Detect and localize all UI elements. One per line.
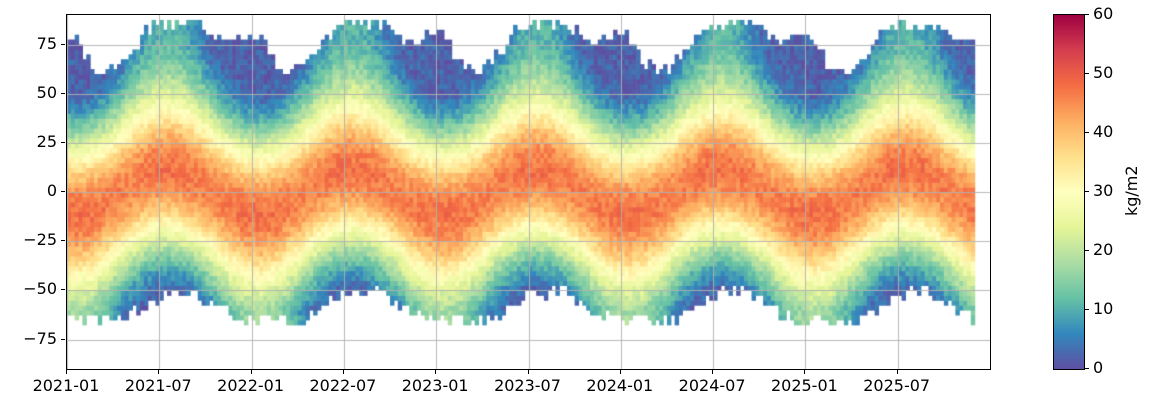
y-tick-label: −50 bbox=[23, 279, 57, 299]
x-tick-mark bbox=[158, 370, 160, 374]
y-tick-label: 75 bbox=[36, 33, 57, 53]
colorbar-tick-label: 40 bbox=[1093, 122, 1114, 141]
x-tick-mark bbox=[804, 370, 806, 374]
x-tick-label: 2021-07 bbox=[124, 376, 192, 395]
heatmap-canvas bbox=[67, 15, 990, 369]
x-tick-label: 2025-07 bbox=[863, 376, 931, 395]
colorbar-tick-mark bbox=[1085, 132, 1089, 133]
x-tick-mark bbox=[527, 370, 529, 374]
colorbar-tick-label: 10 bbox=[1093, 299, 1114, 318]
x-tick-mark bbox=[712, 370, 714, 374]
x-tick-mark bbox=[250, 370, 252, 374]
x-tick-mark bbox=[342, 370, 344, 374]
x-tick-mark bbox=[435, 370, 437, 374]
x-tick-label: 2022-01 bbox=[217, 376, 285, 395]
y-tick-label: 25 bbox=[36, 131, 57, 151]
colorbar-tick-label: 0 bbox=[1093, 358, 1104, 377]
colorbar-tick-mark bbox=[1085, 250, 1089, 251]
x-tick-mark bbox=[896, 370, 898, 374]
x-tick-mark bbox=[66, 370, 67, 374]
x-tick-label: 2021-01 bbox=[32, 376, 100, 395]
plot-area bbox=[66, 14, 991, 370]
x-tick-label: 2024-07 bbox=[678, 376, 746, 395]
colorbar-tick-mark bbox=[1085, 191, 1089, 192]
colorbar-tick-mark bbox=[1085, 368, 1089, 369]
y-tick-mark bbox=[61, 289, 65, 291]
x-tick-label: 2023-07 bbox=[494, 376, 561, 395]
colorbar-tick-label: 60 bbox=[1093, 4, 1114, 23]
colorbar-tick-label: 50 bbox=[1093, 63, 1114, 82]
y-tick-label: −75 bbox=[23, 328, 57, 348]
y-tick-mark bbox=[61, 240, 65, 242]
colorbar bbox=[1053, 14, 1085, 370]
y-tick-mark bbox=[61, 92, 65, 94]
colorbar-tick-mark bbox=[1085, 14, 1089, 15]
colorbar-tick-mark bbox=[1085, 309, 1089, 310]
x-tick-mark bbox=[619, 370, 621, 374]
x-tick-label: 2024-01 bbox=[586, 376, 654, 395]
colorbar-tick-label: 20 bbox=[1093, 240, 1114, 259]
y-tick-mark bbox=[61, 338, 65, 340]
x-tick-label: 2023-01 bbox=[401, 376, 469, 395]
colorbar-tick-mark bbox=[1085, 73, 1089, 74]
x-tick-label: 2025-01 bbox=[770, 376, 838, 395]
y-tick-label: 50 bbox=[36, 82, 57, 102]
colorbar-tick-label: 30 bbox=[1093, 181, 1114, 200]
y-tick-mark bbox=[61, 141, 65, 143]
y-tick-mark bbox=[61, 191, 65, 192]
y-tick-label: 0 bbox=[46, 181, 57, 200]
x-tick-label: 2022-07 bbox=[309, 376, 377, 395]
y-tick-mark bbox=[61, 43, 65, 45]
y-tick-label: −25 bbox=[23, 230, 57, 250]
